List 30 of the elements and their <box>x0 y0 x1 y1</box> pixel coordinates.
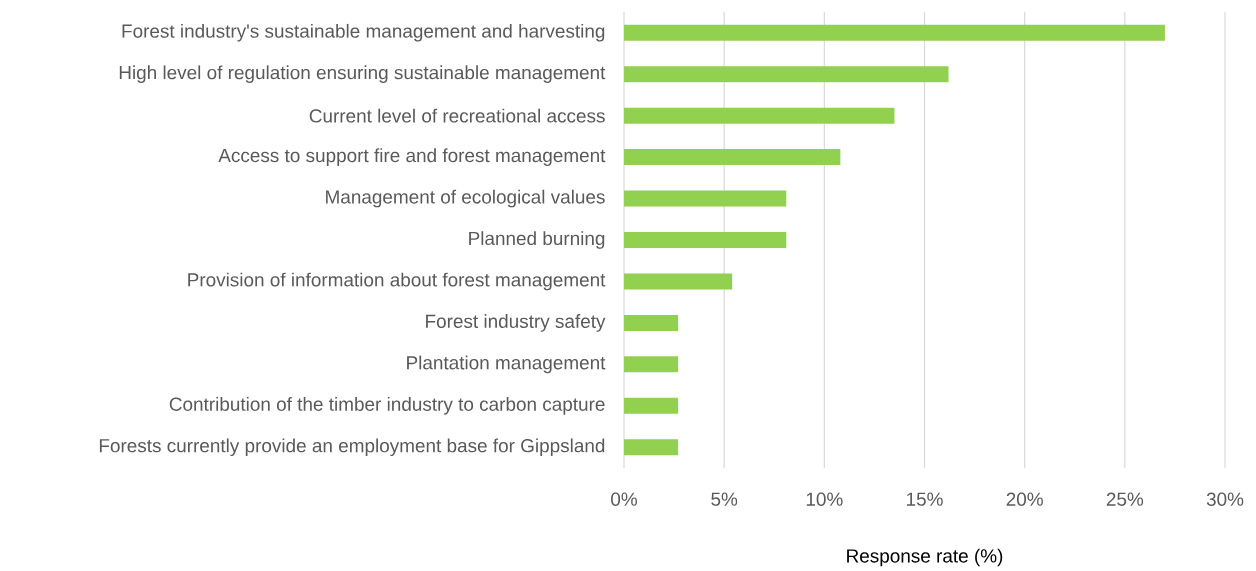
y-tick-label: Current level of recreational access <box>309 108 605 123</box>
bar <box>624 190 787 207</box>
bar <box>624 397 679 414</box>
y-tick-label: Provision of information about forest management <box>188 272 606 291</box>
y-tick-label: Forests currently provide an employment base for Gippsland <box>99 438 605 457</box>
y-tick-label: Contribution of the timber industry to carbon capture <box>169 397 605 415</box>
x-tick-label: 15% <box>907 492 943 506</box>
y-tick-label: Forest industry safety <box>426 314 606 332</box>
bar <box>624 232 787 248</box>
y-tick-label: Forest industry's sustainable management and harvesting <box>122 23 605 42</box>
y-tick-label: High level of regulation ensuring sustainable management <box>119 65 606 83</box>
bar <box>624 24 1165 41</box>
x-tick-label: 0% <box>611 492 637 506</box>
bar <box>624 107 895 124</box>
y-tick-label: Planned burning <box>469 231 605 249</box>
y-tick-label: Access to support fire and forest management <box>218 148 606 166</box>
x-tick-label: 20% <box>1006 492 1043 506</box>
x-tick-label: 10% <box>806 492 843 506</box>
y-tick-label: Management of ecological values <box>326 189 605 208</box>
x-tick-label: 5% <box>711 492 738 506</box>
x-tick-label: 25% <box>1106 492 1144 506</box>
bar <box>624 66 949 83</box>
bar <box>624 356 679 373</box>
x-axis-title: Response rate (%) <box>847 548 1003 567</box>
bar <box>624 273 733 290</box>
bar <box>624 149 841 166</box>
x-tick-label: 30% <box>1206 492 1244 506</box>
bar <box>624 439 679 456</box>
y-tick-label: Plantation management <box>407 355 606 374</box>
bar <box>624 314 679 331</box>
